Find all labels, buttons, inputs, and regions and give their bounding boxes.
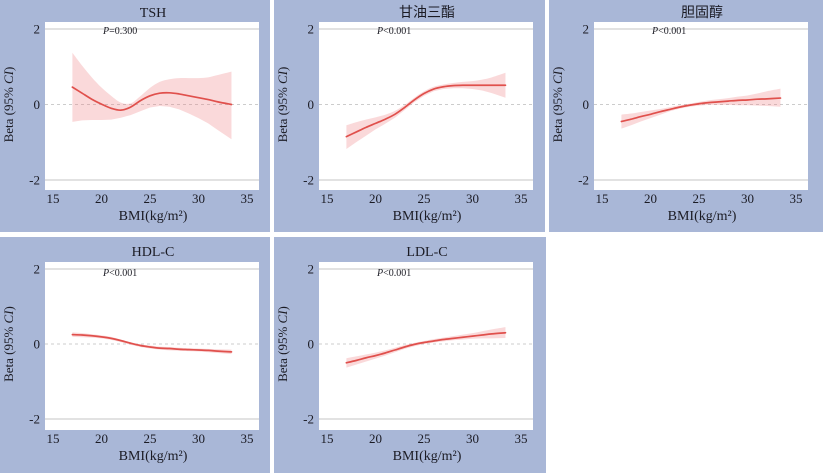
ci-band [346, 72, 506, 150]
x-axis-label: BMI(kg/m²) [393, 209, 462, 224]
y-axis-label: Beta (95% CI) [1, 306, 16, 382]
chart-panel-cholesterol: 胆固醇 P<0.001 2 0 -2 15 20 25 30 35 Beta (95% CI) BMI… [549, 0, 823, 232]
panel-title: TSH [140, 6, 166, 21]
x-tick-label: 30 [192, 191, 205, 206]
y-tick-label: -2 [29, 412, 40, 427]
panel-title: HDL-C [132, 245, 175, 260]
x-tick-label: 30 [741, 191, 754, 206]
y-tick-label: 0 [308, 97, 315, 112]
x-tick-label: 20 [95, 191, 108, 206]
y-axis-label: Beta (95% CI) [275, 67, 290, 143]
x-axis-label: BMI(kg/m²) [393, 449, 462, 464]
trend-line [620, 97, 782, 123]
panel-title: 甘油三酯 [399, 5, 455, 21]
p-value-label: P=0.300 [102, 26, 137, 37]
plot-area [45, 262, 259, 430]
x-tick-label: 35 [790, 191, 803, 206]
x-tick-label: 20 [369, 431, 382, 446]
ci-band [621, 88, 781, 129]
chart-panel-triglycerides: 甘油三酯 P<0.001 2 0 -2 15 20 25 30 35 Beta (95% CI) BM… [274, 0, 545, 232]
y-axis-label: Beta (95% CI) [275, 306, 290, 382]
y-tick-label: -2 [303, 173, 314, 188]
p-value-label: P<0.001 [376, 26, 411, 37]
x-tick-label: 35 [241, 431, 254, 446]
x-tick-label: 30 [192, 431, 205, 446]
p-value-label: P<0.001 [651, 26, 686, 37]
x-tick-label: 15 [321, 431, 334, 446]
y-tick-label: 2 [583, 22, 590, 37]
trend-line [345, 84, 507, 138]
y-tick-label: -2 [578, 173, 589, 188]
trend-line [71, 86, 233, 112]
x-tick-label: 15 [596, 191, 609, 206]
y-tick-label: -2 [303, 412, 314, 427]
x-tick-label: 25 [418, 431, 431, 446]
x-axis-label: BMI(kg/m²) [119, 449, 188, 464]
x-axis-label: BMI(kg/m²) [119, 209, 188, 224]
x-tick-label: 20 [95, 431, 108, 446]
p-value-label: P<0.001 [376, 268, 411, 279]
x-tick-label: 30 [466, 191, 479, 206]
plot-area [319, 262, 533, 430]
y-tick-label: 0 [34, 337, 41, 352]
x-tick-label: 15 [321, 191, 334, 206]
x-tick-label: 35 [515, 431, 528, 446]
x-tick-label: 25 [144, 431, 157, 446]
plot-area [45, 22, 259, 190]
trend-line [345, 331, 507, 364]
y-axis-label: Beta (95% CI) [1, 67, 16, 143]
y-axis-label: Beta (95% CI) [550, 67, 565, 143]
y-tick-label: 0 [583, 97, 590, 112]
x-tick-label: 15 [47, 431, 60, 446]
x-axis-label: BMI(kg/m²) [668, 209, 737, 224]
x-tick-label: 35 [515, 191, 528, 206]
plot-area [594, 22, 808, 190]
y-tick-label: -2 [29, 173, 40, 188]
x-tick-label: 15 [47, 191, 60, 206]
chart-panel-hdl-c: HDL-C P<0.001 2 0 -2 15 20 25 30 35 Beta (95% CI) B… [0, 237, 270, 473]
y-tick-label: 2 [34, 22, 41, 37]
x-tick-label: 25 [418, 191, 431, 206]
p-value-label: P<0.001 [102, 268, 137, 279]
trend-line [71, 333, 233, 353]
x-tick-label: 25 [693, 191, 706, 206]
y-tick-label: 2 [308, 262, 315, 277]
panel-title: 胆固醇 [681, 4, 723, 21]
chart-panel-ldl-c: LDL-C P<0.001 2 0 -2 15 20 25 30 35 Beta (95% CI) B… [274, 237, 546, 473]
x-tick-label: 20 [369, 191, 382, 206]
y-tick-label: 0 [34, 97, 41, 112]
y-tick-label: 2 [34, 262, 41, 277]
x-tick-label: 35 [241, 191, 254, 206]
y-tick-label: 0 [308, 337, 315, 352]
panel-title: LDL-C [406, 245, 447, 260]
x-tick-label: 20 [644, 191, 657, 206]
chart-panel-tsh: TSH P=0.300 2 0 -2 15 20 25 30 35 Beta (95% CI) BMI… [0, 0, 270, 232]
plot-area [319, 22, 533, 190]
x-tick-label: 30 [466, 431, 479, 446]
x-tick-label: 25 [144, 191, 157, 206]
y-tick-label: 2 [308, 22, 315, 37]
